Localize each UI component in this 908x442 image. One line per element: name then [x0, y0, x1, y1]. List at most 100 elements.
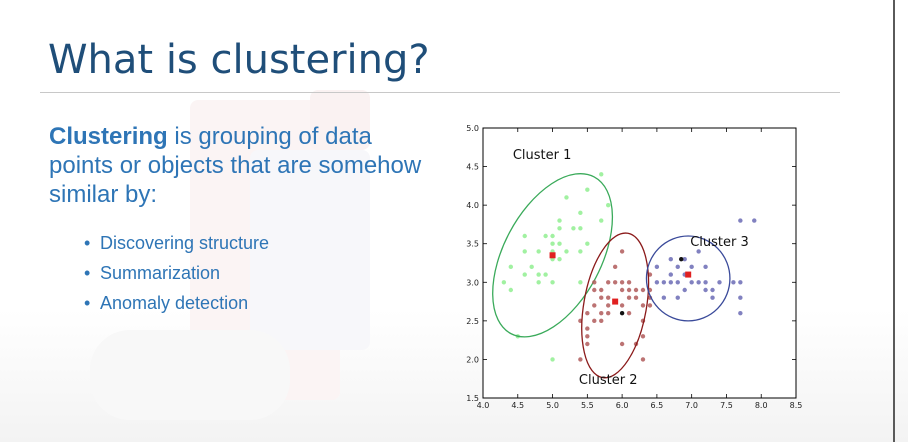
cluster-point: [703, 287, 708, 293]
cluster-point: [738, 310, 743, 316]
cluster-point: [606, 202, 611, 208]
cluster-point: [710, 287, 715, 293]
cluster-point: [661, 295, 667, 300]
cluster-point: [585, 310, 590, 316]
cluster-point: [675, 280, 680, 285]
cluster-point: [682, 287, 687, 293]
cluster-point: [578, 280, 583, 285]
cluster-point: [522, 249, 527, 254]
cluster-point: [592, 318, 597, 324]
cluster-point: [543, 272, 548, 277]
highlight-point: [619, 310, 625, 316]
x-tick-label: 8.5: [790, 401, 803, 410]
plot-frame: [482, 127, 797, 399]
list-item: • Discovering structure: [84, 228, 269, 258]
x-tick-label: 6.5: [651, 401, 664, 410]
cluster-point: [585, 326, 590, 331]
y-tick-label: 3.5: [466, 240, 479, 249]
x-tick-label: 5.5: [581, 401, 594, 410]
cluster-point: [689, 280, 694, 285]
cluster-point: [668, 272, 673, 277]
cluster-point: [640, 334, 646, 339]
cluster-centroid: [612, 298, 619, 305]
scatter-chart: 4.0 4.5 5.0 5.5 6.0 6.5 7.0 7.5 8.0 8.5 1.5 2.0 2.5 3…: [466, 124, 803, 410]
x-tick-label: 5.0: [546, 401, 559, 410]
cluster-point: [696, 280, 701, 285]
cluster-point: [606, 295, 611, 300]
cluster-point: [585, 341, 590, 347]
cluster-label: Cluster 3: [690, 235, 749, 250]
cluster-point: [738, 295, 743, 300]
cluster-ellipse: [492, 173, 614, 338]
y-tick-label: 5.0: [466, 124, 479, 133]
cluster-point: [633, 287, 639, 293]
y-tick-label: 4.0: [466, 201, 479, 210]
cluster-point: [675, 264, 680, 270]
cluster-point: [752, 218, 757, 223]
cluster-point: [585, 334, 590, 339]
bullet-icon: •: [84, 293, 91, 313]
cluster-point: [619, 303, 625, 308]
cluster-point: [550, 357, 555, 362]
cluster-point: [571, 226, 576, 231]
cluster-point: [599, 172, 604, 177]
page-title: What is clustering?: [48, 37, 430, 83]
cluster-point: [592, 303, 597, 308]
cluster-point: [529, 264, 534, 270]
cluster-point: [557, 218, 562, 223]
cluster-point: [731, 280, 736, 285]
cluster-point: [626, 280, 632, 285]
cluster-label: Cluster 1: [513, 148, 572, 163]
x-tick-label: 4.5: [511, 401, 524, 410]
cluster-point: [578, 249, 583, 254]
bullet-text: Discovering structure: [100, 233, 270, 253]
cluster-point: [675, 295, 680, 300]
cluster-point: [522, 233, 527, 239]
cluster-point: [508, 264, 514, 270]
y-tick-label: 1.5: [466, 394, 479, 403]
cluster-ellipse: [581, 232, 650, 379]
cluster-point: [668, 280, 673, 285]
cluster-point: [585, 241, 590, 246]
cluster-point: [640, 303, 646, 308]
cluster-point: [599, 310, 604, 316]
cluster-point: [619, 249, 625, 254]
cluster-point: [550, 233, 555, 239]
cluster-point: [661, 280, 667, 285]
list-item: • Anomaly detection: [84, 288, 269, 318]
cluster-point: [599, 218, 604, 223]
cluster-point: [550, 280, 555, 285]
bullet-text: Anomaly detection: [100, 293, 249, 313]
cluster-point: [599, 287, 604, 293]
cluster-point: [564, 195, 569, 200]
intro-text: is grouping of data points or objects th…: [49, 123, 422, 208]
cluster-point: [654, 264, 660, 270]
x-tick-label: 7.0: [685, 401, 698, 410]
cluster-point: [619, 341, 625, 347]
watermark-shape: [250, 150, 370, 350]
cluster-point: [564, 249, 569, 254]
cluster-point: [578, 226, 583, 231]
cluster-point: [689, 264, 694, 270]
y-tick-label: 2.5: [466, 317, 479, 326]
window-edge: [893, 0, 895, 442]
bullet-list: • Discovering structure • Summarization • A…: [84, 228, 269, 318]
y-tick-label: 4.5: [466, 163, 479, 172]
cluster-point: [710, 295, 715, 300]
cluster-point: [633, 295, 639, 300]
cluster-point: [508, 287, 514, 293]
cluster-point: [606, 303, 611, 308]
cluster-point: [654, 280, 660, 285]
intro-paragraph: Clustering is grouping of data points or…: [49, 122, 439, 209]
cluster-point: [536, 272, 541, 277]
cluster-point: [738, 218, 743, 223]
cluster-centroid: [549, 252, 556, 259]
cluster-point: [557, 226, 562, 231]
cluster-point: [550, 241, 555, 246]
x-tick-label: 6.0: [616, 401, 629, 410]
cluster-ellipse: [645, 235, 731, 322]
cluster-label: Cluster 2: [579, 373, 638, 388]
cluster-point: [543, 233, 548, 239]
cluster-point: [640, 287, 646, 293]
